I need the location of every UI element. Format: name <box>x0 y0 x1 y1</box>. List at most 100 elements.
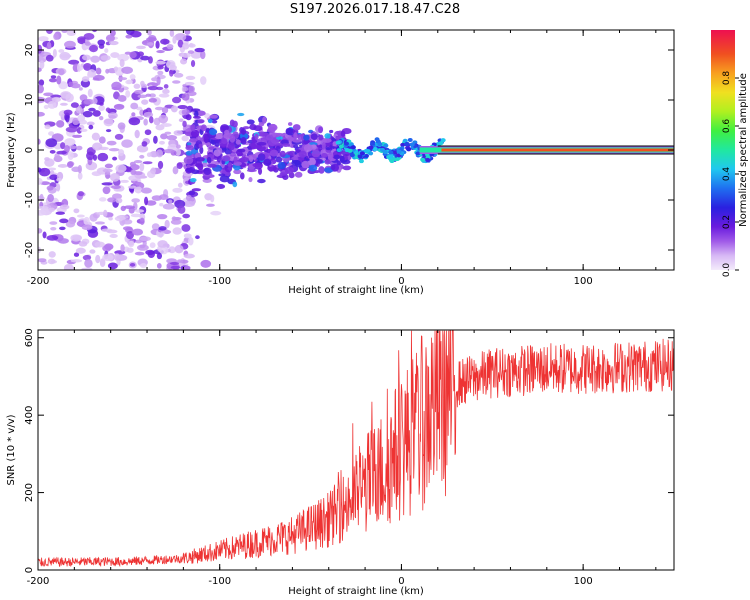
heatmap-cell <box>108 216 113 221</box>
heatmap-cell <box>44 157 50 161</box>
heatmap-cell <box>110 52 120 58</box>
heatmap-cell <box>76 214 85 218</box>
heatmap-cell <box>172 96 182 104</box>
heatmap-cell <box>45 138 58 148</box>
heatmap-ytick-label: -20 <box>24 242 35 258</box>
heatmap-cell <box>189 138 199 143</box>
heatmap-cell <box>359 151 365 156</box>
heatmap-cell <box>175 144 181 149</box>
heatmap-cell <box>86 151 95 161</box>
heatmap-cell <box>109 173 120 182</box>
heatmap-cell <box>98 104 105 112</box>
heatmap-cell <box>231 120 238 128</box>
heatmap-cell <box>318 126 324 134</box>
heatmap-cell <box>396 149 402 154</box>
heatmap-cell <box>143 111 154 118</box>
heatmap-cell <box>134 209 145 213</box>
heatmap-cell <box>98 197 107 202</box>
heatmap-cell <box>70 102 79 108</box>
heatmap-cell <box>195 157 205 162</box>
heatmap-cell <box>47 258 56 265</box>
colorbar <box>711 30 735 270</box>
heatmap-cell <box>107 262 118 270</box>
heatmap-cell <box>151 223 160 231</box>
heatmap-cell <box>169 30 175 37</box>
heatmap-cell <box>420 157 426 162</box>
heatmap-cell <box>169 69 174 77</box>
heatmap-cell <box>298 150 307 158</box>
heatmap-cell <box>233 169 242 175</box>
heatmap-cell <box>111 81 122 91</box>
heatmap-cell <box>84 41 91 46</box>
heatmap-cell <box>126 247 134 253</box>
heatmap-cell <box>237 152 243 157</box>
heatmap-cell <box>92 97 98 105</box>
snr-xlabel: Height of straight line (km) <box>288 586 424 597</box>
heatmap-cell <box>324 133 331 139</box>
heatmap-cell <box>70 259 83 263</box>
heatmap-cell <box>235 139 241 145</box>
heatmap-cell <box>109 233 118 239</box>
heatmap-cell <box>91 171 102 177</box>
heatmap-cell <box>122 226 133 231</box>
heatmap-cell <box>155 60 166 65</box>
heatmap-cell <box>200 259 212 268</box>
heatmap-cell <box>91 132 100 141</box>
heatmap-cell <box>103 118 114 127</box>
heatmap-cell <box>248 176 253 183</box>
snr-ytick-label: 400 <box>24 406 35 425</box>
heatmap-cell <box>38 67 42 73</box>
heatmap-cell <box>77 191 85 197</box>
heatmap-cell <box>38 44 43 54</box>
heatmap-cell <box>160 123 172 128</box>
snr-xtick-label: -100 <box>208 576 231 587</box>
heatmap-cell <box>102 168 113 173</box>
heatmap-cell <box>277 161 286 170</box>
heatmap-cell <box>233 156 238 163</box>
heatmap-cell <box>336 148 342 153</box>
heatmap-cell <box>149 242 156 249</box>
heatmap-cell <box>279 172 287 176</box>
heatmap-cell <box>158 226 167 231</box>
heatmap-cell <box>169 64 177 71</box>
heatmap-cell <box>50 75 57 79</box>
heatmap-cell <box>185 194 192 202</box>
heatmap-cell <box>388 153 394 158</box>
heatmap-cell <box>38 111 45 117</box>
heatmap-cell <box>316 158 323 164</box>
heatmap-cell <box>128 117 141 126</box>
heatmap-cell <box>75 247 86 254</box>
heatmap-cell <box>148 97 158 103</box>
heatmap-cell <box>186 166 196 173</box>
heatmap-cell <box>113 66 119 71</box>
heatmap-cell <box>163 148 175 154</box>
heatmap-cell <box>104 163 113 169</box>
colorbar-tick-label: 0.0 <box>722 263 732 278</box>
heatmap-cell <box>284 166 295 175</box>
heatmap-cell <box>144 129 152 136</box>
heatmap-cell <box>350 145 356 150</box>
heatmap-cell <box>275 156 283 163</box>
heatmap-cell <box>50 227 57 231</box>
heatmap-cell <box>139 263 147 269</box>
heatmap-cell <box>88 124 94 130</box>
heatmap-cell <box>47 193 54 203</box>
heatmap-cell <box>128 240 135 248</box>
heatmap-cell <box>98 136 106 144</box>
heatmap-cell <box>38 258 47 263</box>
heatmap-cell <box>73 208 80 214</box>
heatmap-cell <box>205 203 215 207</box>
heatmap-cell <box>126 79 133 85</box>
heatmap-cell <box>157 65 164 70</box>
heatmap-cell <box>49 150 56 154</box>
heatmap-cell <box>295 149 301 153</box>
heatmap-cell <box>162 89 170 94</box>
heatmap-cell <box>335 136 343 140</box>
heatmap-ytick-label: 20 <box>24 44 35 57</box>
heatmap-cell <box>125 34 133 39</box>
heatmap-cell <box>269 149 279 157</box>
heatmap-cell <box>382 149 388 154</box>
heatmap-cell <box>47 101 57 109</box>
heatmap-xtick-label: 100 <box>574 276 593 287</box>
heatmap-cell <box>57 238 69 244</box>
